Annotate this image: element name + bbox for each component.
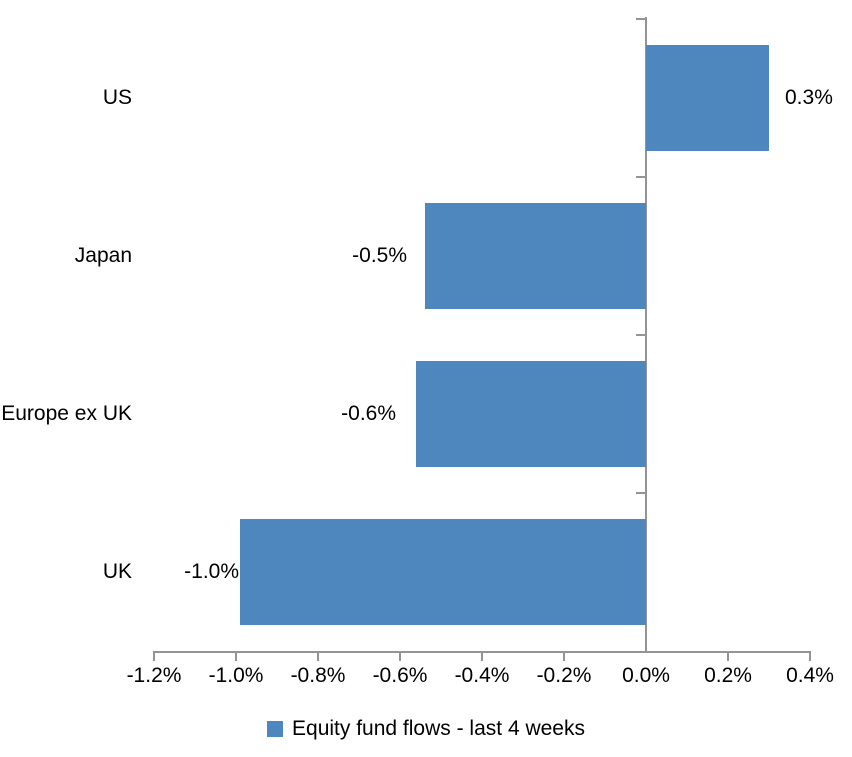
bar-uk [240,519,646,625]
x-axis-tick-label: 0.0% [622,664,670,687]
bar-japan [425,203,646,309]
x-axis-tick [809,651,811,661]
category-label-japan: Japan [74,244,132,267]
x-axis-tick [563,651,565,661]
data-label-uk: -1.0% [184,560,239,583]
x-axis-tick-label: -0.4% [454,664,510,687]
x-axis-tick [235,651,237,661]
y-axis-tick [636,176,645,178]
legend-swatch-icon [267,721,284,737]
x-axis-tick-label: 0.4% [786,664,834,687]
legend-label: Equity fund flows - last 4 weeks [292,717,585,740]
x-axis-tick-label: -0.8% [290,664,346,687]
x-axis-tick [481,651,483,661]
x-axis-tick [153,651,155,661]
x-axis-tick [727,651,729,661]
data-label-us: 0.3% [785,86,833,109]
category-label-europe-ex-uk: Europe ex UK [1,402,132,425]
y-axis-line [645,17,647,653]
data-label-japan: -0.5% [352,244,407,267]
x-axis-tick-label: -1.0% [208,664,264,687]
x-axis-tick [399,651,401,661]
legend: Equity fund flows - last 4 weeks [0,714,852,744]
x-axis-tick-label: -1.2% [126,664,182,687]
bar-europe-ex-uk [416,361,646,467]
x-axis-tick-label: -0.2% [536,664,592,687]
category-label-us: US [102,86,132,109]
y-axis-tick [636,334,645,336]
data-label-europe-ex-uk: -0.6% [341,402,396,425]
y-axis-tick [636,492,645,494]
bar-us [646,45,769,151]
x-axis-tick-label: -0.6% [372,664,428,687]
x-axis-tick-label: 0.2% [704,664,752,687]
category-label-uk: UK [102,560,132,583]
x-axis-tick [317,651,319,661]
y-axis-tick [636,18,645,20]
